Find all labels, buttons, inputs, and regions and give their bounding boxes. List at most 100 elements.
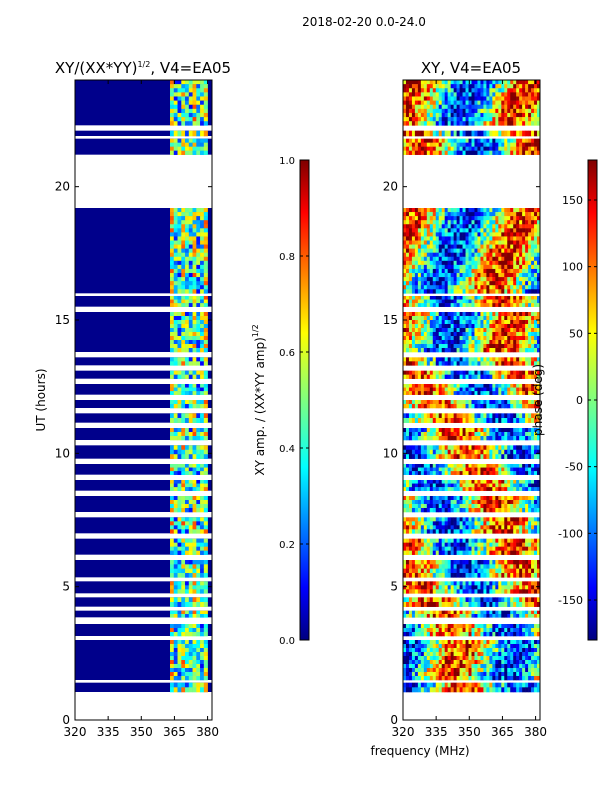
- heatmap-cell: [408, 546, 413, 551]
- heatmap-cell: [177, 573, 182, 578]
- heatmap-cell: [468, 487, 472, 491]
- heatmap-cell: [516, 344, 520, 349]
- heatmap-cell: [528, 418, 532, 423]
- heatmap-cell: [522, 328, 526, 333]
- heatmap-cell: [492, 568, 496, 574]
- heatmap-cell: [513, 682, 517, 688]
- heatmap-cell: [465, 228, 469, 233]
- heatmap-cell: [181, 252, 186, 258]
- heatmap-cell: [459, 500, 463, 505]
- heatmap-cell: [498, 660, 502, 665]
- heatmap-cell: [426, 676, 431, 681]
- heatmap-cell: [468, 652, 472, 657]
- heatmap-cell: [486, 316, 490, 321]
- heatmap-cell: [522, 428, 526, 433]
- heatmap-cell: [188, 404, 193, 409]
- heatmap-cell: [525, 336, 529, 341]
- heatmap-cell: [537, 384, 540, 388]
- heatmap-cell: [429, 445, 434, 451]
- heatmap-cell: [474, 344, 478, 349]
- heatmap-cell: [531, 632, 535, 637]
- heatmap-cell: [192, 428, 197, 433]
- heatmap-cell: [444, 660, 448, 665]
- heatmap-cell: [408, 676, 413, 681]
- heatmap-cell: [474, 212, 478, 217]
- heatmap-cell: [426, 668, 431, 673]
- heatmap-cell: [516, 208, 520, 213]
- heatmap-cell: [444, 483, 448, 488]
- heatmap-cell: [192, 445, 197, 451]
- heatmap-cell: [450, 624, 454, 629]
- heatmap-cell: [435, 483, 440, 488]
- heatmap-cell: [203, 436, 208, 441]
- heatmap-cell: [188, 676, 193, 681]
- heatmap-cell: [408, 496, 413, 501]
- heatmap-cell: [507, 614, 511, 618]
- heatmap-cell: [474, 332, 478, 337]
- heatmap-cell: [447, 220, 451, 225]
- heatmap-cell: [447, 480, 451, 484]
- heatmap-cell: [185, 602, 190, 607]
- heatmap-cell: [453, 597, 457, 603]
- heatmap-cell: [426, 682, 431, 688]
- heatmap-cell: [492, 404, 496, 409]
- heatmap-cell: [495, 517, 499, 522]
- heatmap-cell: [414, 573, 419, 578]
- heatmap-cell: [200, 285, 205, 290]
- heatmap-cell: [188, 508, 193, 513]
- heatmap-cell: [480, 624, 484, 629]
- heatmap-cell: [510, 228, 514, 233]
- heatmap-cell: [489, 348, 493, 353]
- heatmap-cell: [170, 303, 175, 307]
- heatmap-cell: [531, 400, 535, 405]
- heatmap-cell: [516, 560, 520, 565]
- heatmap-cell: [510, 589, 514, 594]
- heatmap-cell: [181, 112, 186, 118]
- heatmap-cell: [495, 208, 499, 213]
- heatmap-cell: [403, 546, 407, 551]
- heatmap-cell: [522, 542, 526, 547]
- heatmap-cell: [528, 224, 532, 229]
- heatmap-cell: [181, 610, 186, 615]
- heatmap-cell: [432, 236, 437, 241]
- heatmap-cell: [456, 676, 460, 681]
- heatmap-cell: [405, 240, 410, 245]
- heatmap-block: [75, 370, 212, 379]
- heatmap-cell: [441, 480, 445, 484]
- heatmap-cell: [203, 142, 208, 147]
- heatmap-block: [75, 413, 212, 423]
- heatmap-cell: [411, 610, 416, 615]
- heatmap-cell: [405, 464, 410, 468]
- heatmap-cell: [188, 445, 193, 451]
- heatmap-cell: [403, 640, 407, 645]
- heatmap-cell: [504, 216, 508, 221]
- heatmap-cell: [531, 228, 535, 233]
- heatmap-cell: [447, 348, 451, 353]
- heatmap-cell: [177, 640, 182, 645]
- heatmap-cell: [468, 656, 472, 661]
- heatmap-cell: [177, 232, 182, 237]
- heatmap-cell: [456, 432, 460, 437]
- heatmap-cell: [200, 273, 205, 278]
- heatmap-cell: [492, 336, 496, 341]
- heatmap-cell: [203, 260, 208, 266]
- heatmap-cell: [534, 445, 538, 451]
- heatmap-cell: [411, 384, 416, 388]
- heatmap-cell: [537, 224, 540, 229]
- heatmap-cell: [203, 357, 208, 362]
- heatmap-cell: [173, 361, 178, 366]
- heatmap-cell: [423, 413, 428, 419]
- heatmap-cell: [519, 676, 523, 681]
- heatmap-cell: [462, 480, 466, 484]
- heatmap-cell: [501, 340, 505, 345]
- heatmap-cell: [447, 436, 451, 441]
- heatmap-cell: [173, 664, 178, 669]
- heatmap-cell: [438, 400, 443, 405]
- heatmap-cell: [429, 400, 434, 405]
- heatmap-cell: [196, 664, 201, 669]
- heatmap-cell: [495, 682, 499, 688]
- heatmap-cell: [477, 585, 481, 590]
- heatmap-cell: [492, 508, 496, 513]
- heatmap-cell: [405, 660, 410, 665]
- heatmap-cell: [192, 542, 197, 547]
